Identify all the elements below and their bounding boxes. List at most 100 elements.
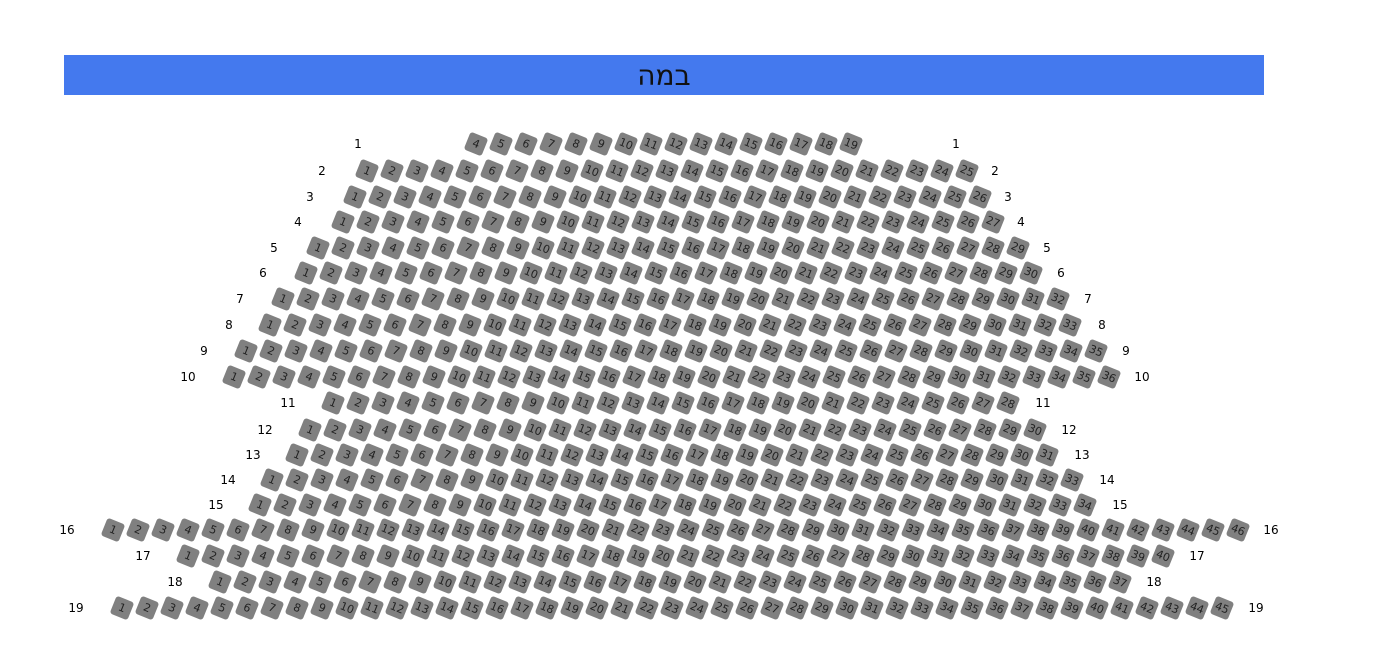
seat-row17-24[interactable]: 24: [750, 543, 776, 569]
seat-row4-21[interactable]: 21: [830, 209, 856, 235]
seat-row14-12[interactable]: 12: [534, 467, 560, 493]
seat-row19-16[interactable]: 16: [484, 595, 510, 621]
seat-row10-13[interactable]: 13: [521, 364, 547, 390]
seat-row5-3[interactable]: 3: [355, 235, 381, 261]
seat-row10-14[interactable]: 14: [546, 364, 572, 390]
seat-row18-11[interactable]: 11: [457, 569, 483, 595]
seat-row17-16[interactable]: 16: [550, 543, 576, 569]
seat-row16-25[interactable]: 25: [700, 517, 726, 543]
seat-row9-29[interactable]: 29: [933, 338, 959, 364]
seat-row14-10[interactable]: 10: [484, 467, 510, 493]
seat-row12-28[interactable]: 28: [972, 417, 998, 443]
seat-row1-13[interactable]: 13: [688, 131, 714, 157]
seat-row16-36[interactable]: 36: [975, 517, 1001, 543]
seat-row10-3[interactable]: 3: [271, 364, 297, 390]
seat-row15-5[interactable]: 5: [347, 492, 373, 518]
seat-row8-2[interactable]: 2: [282, 312, 308, 338]
seat-row17-33[interactable]: 33: [975, 543, 1001, 569]
seat-row7-24[interactable]: 24: [845, 286, 871, 312]
seat-row13-5[interactable]: 5: [384, 442, 410, 468]
seat-row7-7[interactable]: 7: [420, 286, 446, 312]
seat-row16-11[interactable]: 11: [350, 517, 376, 543]
seat-row6-2[interactable]: 2: [318, 260, 344, 286]
seat-row14-29[interactable]: 29: [959, 467, 985, 493]
seat-row17-6[interactable]: 6: [300, 543, 326, 569]
seat-row3-17[interactable]: 17: [742, 184, 768, 210]
seat-row11-23[interactable]: 23: [870, 390, 896, 416]
seat-row1-8[interactable]: 8: [563, 131, 589, 157]
seat-row17-26[interactable]: 26: [800, 543, 826, 569]
seat-row4-5[interactable]: 5: [430, 209, 456, 235]
seat-row16-1[interactable]: 1: [100, 517, 126, 543]
seat-row5-8[interactable]: 8: [480, 235, 506, 261]
seat-row17-5[interactable]: 5: [275, 543, 301, 569]
seat-row15-12[interactable]: 12: [522, 492, 548, 518]
seat-row9-17[interactable]: 17: [633, 338, 659, 364]
seat-row7-20[interactable]: 20: [745, 286, 771, 312]
seat-row16-3[interactable]: 3: [150, 517, 176, 543]
seat-row2-4[interactable]: 4: [429, 158, 455, 184]
seat-row7-17[interactable]: 17: [670, 286, 696, 312]
seat-row17-39[interactable]: 39: [1125, 543, 1151, 569]
seat-row10-27[interactable]: 27: [871, 364, 897, 390]
seat-row19-44[interactable]: 44: [1184, 595, 1210, 621]
seat-row7-14[interactable]: 14: [595, 286, 621, 312]
seat-row2-19[interactable]: 19: [804, 158, 830, 184]
seat-row5-27[interactable]: 27: [955, 235, 981, 261]
seat-row7-27[interactable]: 27: [920, 286, 946, 312]
seat-row16-21[interactable]: 21: [600, 517, 626, 543]
seat-row16-32[interactable]: 32: [875, 517, 901, 543]
seat-row2-18[interactable]: 18: [779, 158, 805, 184]
seat-row5-29[interactable]: 29: [1005, 235, 1031, 261]
seat-row18-29[interactable]: 29: [907, 569, 933, 595]
seat-row7-19[interactable]: 19: [720, 286, 746, 312]
seat-row16-19[interactable]: 19: [550, 517, 576, 543]
seat-row18-23[interactable]: 23: [757, 569, 783, 595]
seat-row16-40[interactable]: 40: [1075, 517, 1101, 543]
seat-row8-26[interactable]: 26: [882, 312, 908, 338]
seat-row9-16[interactable]: 16: [608, 338, 634, 364]
seat-row8-9[interactable]: 9: [457, 312, 483, 338]
seat-row6-25[interactable]: 25: [893, 260, 919, 286]
seat-row19-23[interactable]: 23: [659, 595, 685, 621]
seat-row14-13[interactable]: 13: [559, 467, 585, 493]
seat-row11-16[interactable]: 16: [695, 390, 721, 416]
seat-row12-3[interactable]: 3: [347, 417, 373, 443]
seat-row15-32[interactable]: 32: [1022, 492, 1048, 518]
seat-row2-8[interactable]: 8: [529, 158, 555, 184]
seat-row17-25[interactable]: 25: [775, 543, 801, 569]
seat-row16-20[interactable]: 20: [575, 517, 601, 543]
seat-row13-28[interactable]: 28: [959, 442, 985, 468]
seat-row18-28[interactable]: 28: [882, 569, 908, 595]
seat-row19-35[interactable]: 35: [959, 595, 985, 621]
seat-row19-12[interactable]: 12: [384, 595, 410, 621]
seat-row5-21[interactable]: 21: [805, 235, 831, 261]
seat-row6-12[interactable]: 12: [568, 260, 594, 286]
seat-row15-2[interactable]: 2: [272, 492, 298, 518]
seat-row16-33[interactable]: 33: [900, 517, 926, 543]
seat-row2-15[interactable]: 15: [704, 158, 730, 184]
seat-row14-17[interactable]: 17: [659, 467, 685, 493]
seat-row16-7[interactable]: 7: [250, 517, 276, 543]
seat-row8-4[interactable]: 4: [332, 312, 358, 338]
seat-row13-4[interactable]: 4: [359, 442, 385, 468]
seat-row15-20[interactable]: 20: [722, 492, 748, 518]
seat-row19-38[interactable]: 38: [1034, 595, 1060, 621]
seat-row17-2[interactable]: 2: [200, 543, 226, 569]
seat-row17-22[interactable]: 22: [700, 543, 726, 569]
seat-row14-27[interactable]: 27: [909, 467, 935, 493]
seat-row7-9[interactable]: 9: [470, 286, 496, 312]
seat-row12-26[interactable]: 26: [922, 417, 948, 443]
seat-row8-12[interactable]: 12: [532, 312, 558, 338]
seat-row5-12[interactable]: 12: [580, 235, 606, 261]
seat-row14-14[interactable]: 14: [584, 467, 610, 493]
seat-row16-10[interactable]: 10: [325, 517, 351, 543]
seat-row10-29[interactable]: 29: [921, 364, 947, 390]
seat-row9-33[interactable]: 33: [1033, 338, 1059, 364]
seat-row19-25[interactable]: 25: [709, 595, 735, 621]
seat-row16-4[interactable]: 4: [175, 517, 201, 543]
seat-row9-14[interactable]: 14: [558, 338, 584, 364]
seat-row15-19[interactable]: 19: [697, 492, 723, 518]
seat-row16-18[interactable]: 18: [525, 517, 551, 543]
seat-row6-1[interactable]: 1: [293, 260, 319, 286]
